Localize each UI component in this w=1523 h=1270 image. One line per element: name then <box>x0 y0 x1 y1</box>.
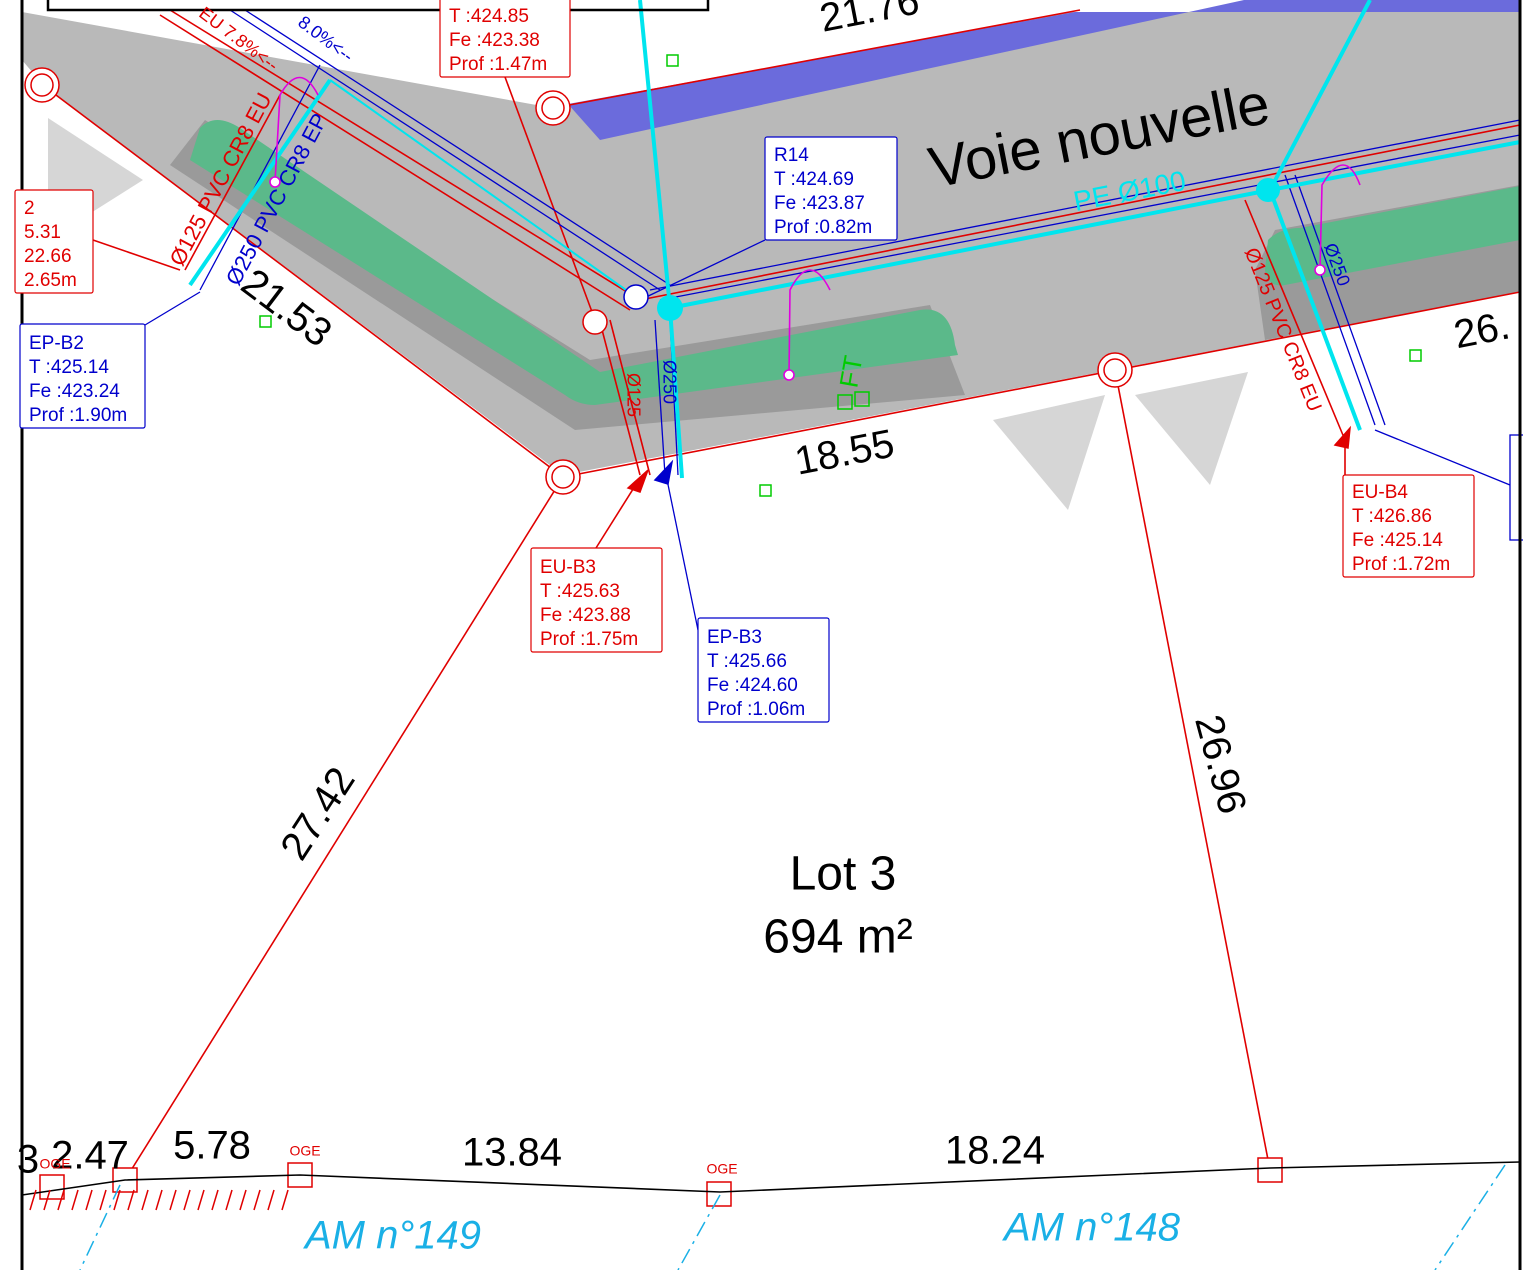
callout-text: T :424.85 <box>449 6 529 27</box>
callout-text: Fe :423.38 <box>449 30 540 51</box>
hatching <box>30 1190 288 1210</box>
dimension: 26. <box>1450 303 1513 357</box>
callout-text: 22.66 <box>24 246 72 267</box>
hatch-line <box>268 1190 274 1210</box>
dimension: 27.42 <box>272 760 363 868</box>
callout-text: T :425.63 <box>540 581 620 602</box>
frame <box>48 0 708 10</box>
boundary-marker <box>1258 1158 1282 1182</box>
hatch-line <box>184 1190 190 1210</box>
marker <box>1410 350 1421 361</box>
inlet <box>655 462 672 484</box>
marker-label: OGE <box>289 1143 320 1159</box>
inlet <box>628 470 648 492</box>
callout-text: EP-B2 <box>29 333 84 354</box>
callout-text: 5.31 <box>24 222 61 243</box>
callout-text: T :426.86 <box>1352 506 1432 527</box>
boundary-marker <box>31 74 53 96</box>
lot-line <box>125 477 563 1180</box>
dimension: 5.78 <box>173 1124 251 1168</box>
site-plan: Voie nouvelle Lot 3 694 m² AM n°149 AM n… <box>0 0 1523 1270</box>
callout-text: Prof :0.82m <box>774 217 872 238</box>
callout-text: Fe :423.24 <box>29 381 120 402</box>
marker <box>760 485 771 496</box>
marker-label: OGE <box>39 1156 70 1172</box>
marker-label: FT <box>833 353 868 390</box>
boundary-marker <box>542 97 564 119</box>
pipe-label: Ø125 <box>623 373 643 417</box>
valve <box>657 295 683 321</box>
boundary-marker <box>707 1182 731 1206</box>
callout-text: T :424.69 <box>774 169 854 190</box>
hatch-line <box>254 1190 260 1210</box>
node <box>1315 265 1325 275</box>
manhole <box>624 285 648 309</box>
hatch-line <box>240 1190 246 1210</box>
callout-text: Prof :1.47m <box>449 54 547 75</box>
callout-text: 2.65m <box>24 270 77 291</box>
marker-label: OGE <box>706 1161 737 1177</box>
parcel-name: AM n°148 <box>1002 1206 1181 1250</box>
callout-text: R14 <box>774 145 809 166</box>
hatch-line <box>212 1190 218 1210</box>
hatch-line <box>86 1190 92 1210</box>
callout-text: Prof :1.90m <box>29 405 127 426</box>
manhole <box>583 310 607 334</box>
callout-text: Fe :423.87 <box>774 193 865 214</box>
hatch-line <box>170 1190 176 1210</box>
lot-line <box>1115 370 1270 1170</box>
parcel-name: AM n°149 <box>303 1214 481 1258</box>
callout-text: Fe :423.88 <box>540 605 631 626</box>
valve <box>1256 178 1280 202</box>
callout-text: Prof :1.72m <box>1352 554 1450 575</box>
page: { "road": {"name": "Voie nouvelle"}, "lo… <box>0 0 1523 1270</box>
dimension: 26.96 <box>1186 710 1254 818</box>
hatch-line <box>128 1190 134 1210</box>
hatch-line <box>100 1190 106 1210</box>
dimension: 3 <box>17 1138 39 1182</box>
dimension: 18.55 <box>791 421 898 483</box>
callout-text: EU-B4 <box>1352 482 1408 503</box>
boundary-marker <box>1104 359 1126 381</box>
hatch-line <box>282 1190 288 1210</box>
callout-text: Prof :1.06m <box>707 699 805 720</box>
callout-text: EP-B3 <box>707 627 762 648</box>
dimension: 13.84 <box>462 1131 562 1175</box>
boundary-marker <box>40 1175 64 1199</box>
hatch-line <box>156 1190 162 1210</box>
callout-text: Fe :424.60 <box>707 675 798 696</box>
hatch-line <box>142 1190 148 1210</box>
triangle-symbol <box>1135 372 1248 485</box>
boundary-marker <box>552 466 574 488</box>
triangle-symbol <box>993 395 1105 510</box>
inlet <box>1335 428 1350 448</box>
leader <box>665 470 698 630</box>
callout-text: EU-B3 <box>540 557 596 578</box>
callout-text: 2 <box>24 198 35 219</box>
hatch-line <box>226 1190 232 1210</box>
pipe-label: Ø250 <box>659 360 679 404</box>
lot-name: Lot 3 <box>790 848 897 901</box>
parcel-limit <box>678 1195 720 1270</box>
callout-text: T :425.14 <box>29 357 109 378</box>
parcel-limit <box>80 1185 120 1270</box>
callout-text: Fe :425.14 <box>1352 530 1443 551</box>
parcel-limit <box>1435 1165 1505 1270</box>
dimension: 18.24 <box>945 1129 1045 1173</box>
node <box>784 370 794 380</box>
callout-text: Prof :1.75m <box>540 629 638 650</box>
callout-text: T :425.66 <box>707 651 787 672</box>
lot-area: 694 m² <box>763 911 912 964</box>
hatch-line <box>198 1190 204 1210</box>
hatch-line <box>72 1190 78 1210</box>
